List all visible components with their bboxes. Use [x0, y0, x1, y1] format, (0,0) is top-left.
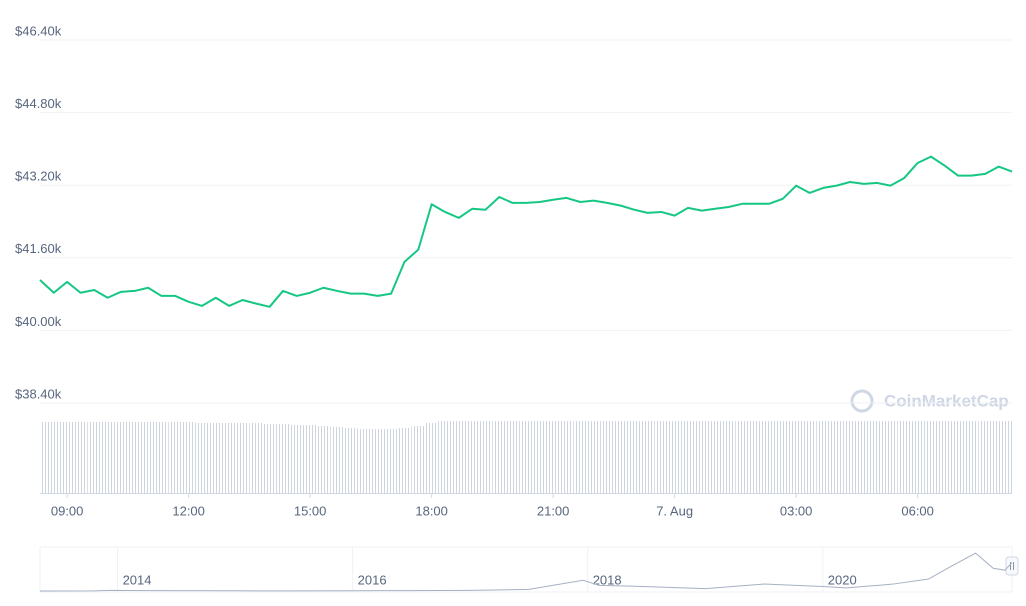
- volume-bar: [154, 422, 169, 493]
- x-tick-label: 7. Aug: [656, 503, 693, 518]
- volume-bar: [128, 422, 142, 493]
- volume-bar: [910, 421, 925, 493]
- volume-bar: [343, 428, 358, 493]
- volume-bar: [505, 421, 520, 493]
- volume-bar: [87, 422, 102, 493]
- volume-bar: [235, 423, 250, 493]
- volume-bar: [519, 421, 533, 493]
- volume-bar: [695, 421, 709, 493]
- volume-bar: [290, 425, 304, 493]
- volume-bar: [100, 422, 115, 493]
- volume-bar: [181, 422, 196, 493]
- volume-bar: [209, 423, 223, 493]
- volume-bar: [883, 421, 898, 493]
- volume-bar: [654, 421, 669, 493]
- volume-bar: [735, 421, 750, 493]
- volume-bar: [857, 421, 871, 493]
- volume-bar: [586, 421, 601, 493]
- volume-bar: [573, 421, 588, 493]
- volume-bar: [438, 421, 452, 493]
- x-tick-label: 15:00: [294, 503, 327, 518]
- x-tick-label: 12:00: [172, 503, 205, 518]
- volume-bar: [357, 429, 371, 493]
- volume-bar: [938, 421, 952, 493]
- volume-bar: [816, 421, 831, 493]
- volume-bar: [73, 422, 88, 493]
- volume-bar: [748, 421, 763, 493]
- volume-bar: [964, 421, 979, 493]
- volume-bar: [600, 421, 614, 493]
- volume-bar: [924, 421, 938, 493]
- volume-bar: [371, 429, 385, 493]
- navigator-tick-label: 2014: [123, 572, 152, 587]
- navigator-frame: [39, 546, 1013, 593]
- volume-bar: [533, 421, 547, 493]
- watermark-logo: [850, 389, 874, 413]
- volume-bar: [47, 422, 61, 493]
- navigator-line: [39, 552, 1013, 592]
- volume-bar: [708, 421, 722, 493]
- volume-bar: [667, 421, 682, 493]
- y-tick-label: $38.40k: [15, 386, 62, 401]
- volume-bar: [789, 421, 803, 493]
- volume-bar: [951, 421, 965, 493]
- volume-bar: [897, 421, 912, 493]
- volume-bar: [168, 422, 183, 493]
- volume-bar: [397, 428, 412, 493]
- volume-bar: [452, 421, 466, 493]
- volume-bar: [870, 421, 884, 493]
- y-tick-label: $44.80k: [15, 96, 62, 111]
- navigator-tick-label: 2020: [828, 572, 857, 587]
- volume-bar: [303, 425, 317, 493]
- volume-bar: [614, 421, 628, 493]
- volume-bar: [465, 421, 479, 493]
- y-tick-label: $41.60k: [15, 241, 62, 256]
- y-tick-label: $40.00k: [15, 314, 62, 329]
- volume-bar: [762, 421, 776, 493]
- navigator-tick-label: 2018: [593, 572, 622, 587]
- volume-bar: [776, 421, 790, 493]
- volume-bar: [195, 423, 209, 493]
- navigator-handle: [1005, 556, 1019, 576]
- volume-bar: [262, 424, 277, 493]
- volume-bar: [60, 422, 74, 493]
- volume-bar: [627, 421, 641, 493]
- volume-bar: [492, 421, 507, 493]
- volume-bar: [802, 421, 817, 493]
- y-tick-label: $43.20k: [15, 169, 62, 184]
- x-tick-label: 03:00: [780, 503, 813, 518]
- volume-bar: [559, 421, 574, 493]
- price-line: [39, 155, 1013, 308]
- volume-bar: [316, 426, 331, 493]
- volume-bar: [681, 421, 695, 493]
- volume-bar: [640, 421, 655, 493]
- y-tick-label: $46.40k: [15, 23, 62, 38]
- volume-bar: [40, 422, 47, 493]
- volume-bar: [478, 421, 493, 493]
- volume-bar: [721, 421, 736, 493]
- volume-bar: [222, 423, 236, 493]
- volume-bar: [829, 421, 844, 493]
- volume-bar: [384, 429, 398, 493]
- watermark-text: CoinMarketCap: [884, 391, 1009, 410]
- x-tick-label: 18:00: [415, 503, 448, 518]
- volume-bar: [141, 422, 155, 493]
- volume-bar: [1005, 421, 1012, 493]
- volume-bar: [991, 421, 1006, 493]
- volume-bar: [546, 421, 560, 493]
- volume-bar: [843, 421, 857, 493]
- watermark: CoinMarketCap: [850, 389, 1009, 413]
- volume-bar: [978, 421, 993, 493]
- volume-bar: [114, 422, 128, 493]
- volume-bar: [424, 423, 439, 493]
- volume-bar: [330, 427, 345, 493]
- navigator-tick-label: 2016: [358, 572, 387, 587]
- volume-bar: [249, 423, 264, 493]
- volume-bar: [411, 426, 426, 493]
- x-tick-label: 21:00: [537, 503, 570, 518]
- x-tick-label: 09:00: [51, 503, 84, 518]
- volume-bar: [276, 424, 290, 493]
- x-tick-label: 06:00: [901, 503, 934, 518]
